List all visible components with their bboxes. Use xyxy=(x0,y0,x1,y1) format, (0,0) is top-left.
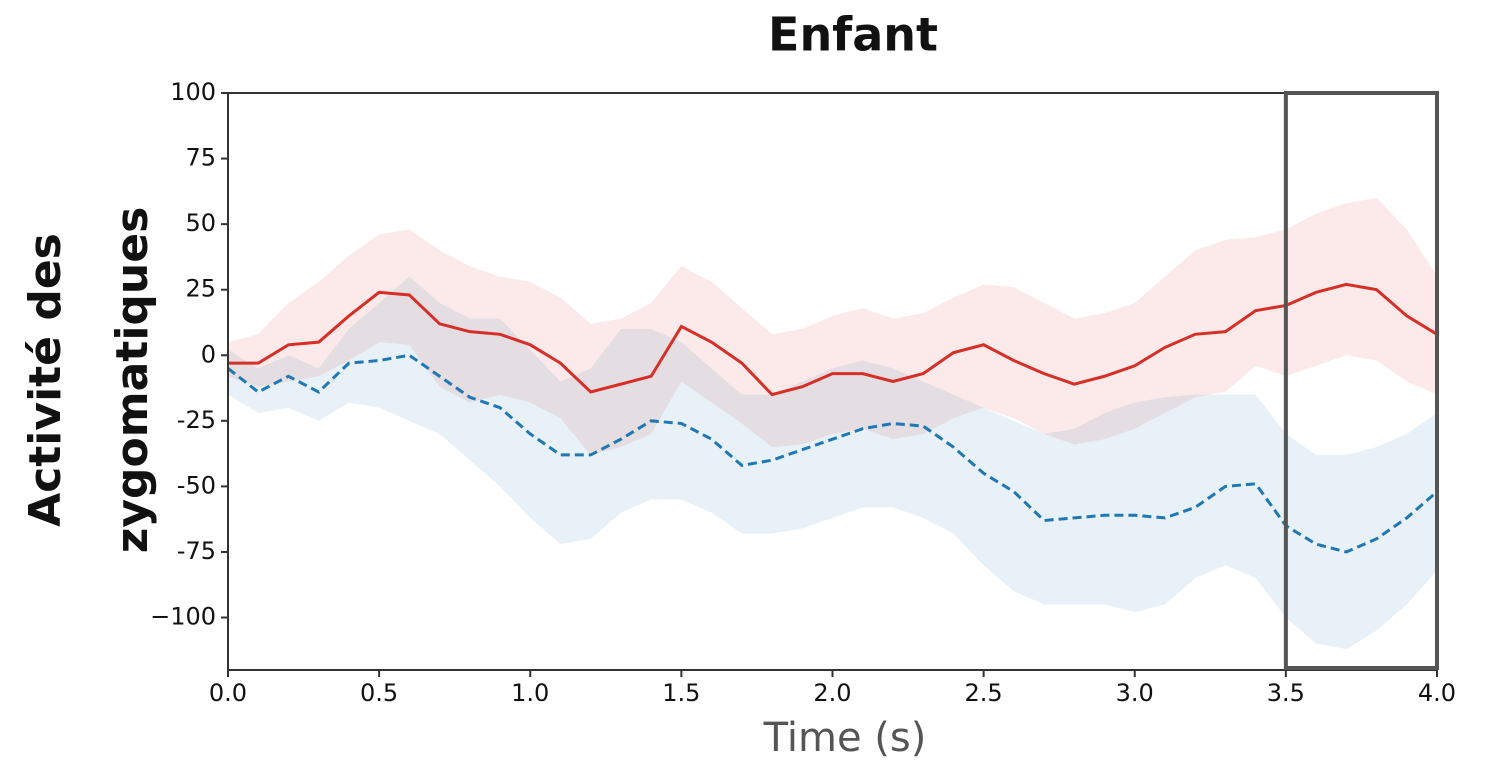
y-tick-label: 50 xyxy=(185,209,216,237)
y-tick-label: -75 xyxy=(177,537,216,565)
x-tick-label: 1.0 xyxy=(511,679,549,707)
x-tick-label: 0.0 xyxy=(209,679,247,707)
y-tick-label: 25 xyxy=(185,275,216,303)
x-tick-label: 2.0 xyxy=(813,679,851,707)
confidence-band xyxy=(228,276,1437,650)
y-tick-label: -25 xyxy=(177,406,216,434)
x-tick-label: 3.0 xyxy=(1116,679,1154,707)
x-tick-label: 2.5 xyxy=(965,679,1003,707)
x-tick-label: 0.5 xyxy=(360,679,398,707)
x-tick-label: 1.5 xyxy=(662,679,700,707)
x-axis-label: Time (s) xyxy=(763,715,927,761)
series-line xyxy=(228,282,1438,397)
x-tick-label: 4.0 xyxy=(1418,679,1456,707)
y-axis-label: Activité des xyxy=(20,233,71,527)
y-tick-label: 100 xyxy=(170,78,216,106)
y-tick-label: -50 xyxy=(177,471,216,499)
confidence-band xyxy=(228,197,1437,455)
y-tick-label: −100 xyxy=(150,603,216,631)
y-axis-label: zygomatiques xyxy=(107,207,158,554)
series-line xyxy=(227,353,1438,554)
x-tick-label: 3.5 xyxy=(1267,679,1305,707)
highlight-window xyxy=(1283,91,1439,670)
y-tick-label: 0 xyxy=(201,340,216,368)
y-tick-label: 75 xyxy=(185,144,216,172)
chart-title: Enfant xyxy=(768,8,938,62)
